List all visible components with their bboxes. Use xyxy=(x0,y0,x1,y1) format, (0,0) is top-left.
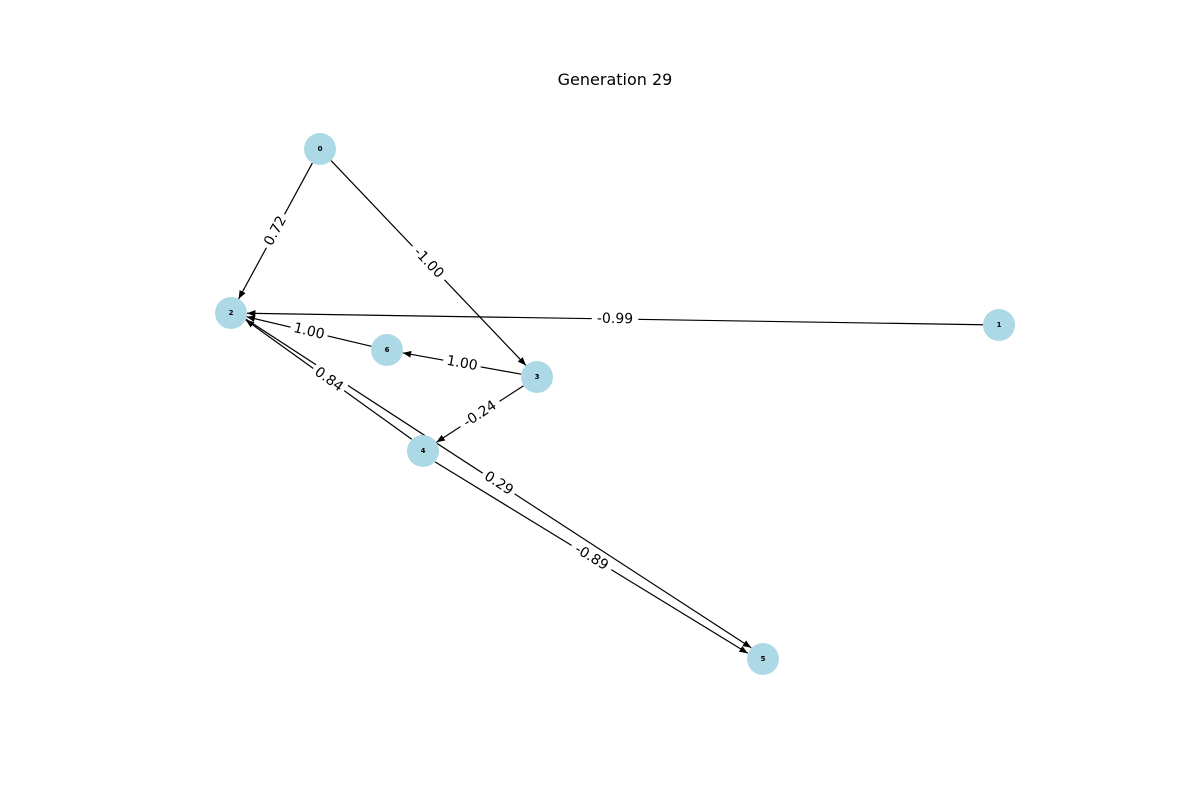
graph-title: Generation 29 xyxy=(557,70,673,89)
edge-weight-label: -0.99 xyxy=(597,311,633,328)
edge-label-group-4-2: 0.84 xyxy=(308,361,350,398)
node-circle[interactable] xyxy=(215,297,247,329)
edge-weight-label: -0.89 xyxy=(572,541,611,574)
node-label: 0 xyxy=(318,145,323,153)
edge-label-group-3-4: -0.24 xyxy=(455,393,505,435)
edge-weight-label: 1.00 xyxy=(445,353,479,374)
node-circle[interactable] xyxy=(983,309,1015,341)
node-circle[interactable] xyxy=(371,334,403,366)
edge-label-group-2-5: 0.29 xyxy=(477,465,520,502)
node-1[interactable]: 1 xyxy=(983,309,1015,341)
node-label: 6 xyxy=(385,346,390,354)
node-0[interactable]: 0 xyxy=(304,133,336,165)
node-label: 5 xyxy=(761,655,766,663)
edge-label-background xyxy=(591,309,639,329)
edge-weight-label: 1.00 xyxy=(292,320,326,343)
node-circle[interactable] xyxy=(407,435,439,467)
node-circle[interactable] xyxy=(521,361,553,393)
edge-label-background xyxy=(288,318,330,345)
node-label: 3 xyxy=(535,373,540,381)
node-circle[interactable] xyxy=(304,133,336,165)
edge-label-background xyxy=(308,361,350,398)
edge-label-group-1-2: -0.99 xyxy=(591,309,639,329)
node-3[interactable]: 3 xyxy=(521,361,553,393)
edge-label-background xyxy=(258,210,293,252)
node-label: 2 xyxy=(229,309,234,317)
edge-label-background xyxy=(477,465,520,502)
node-label: 1 xyxy=(997,321,1002,329)
node-2[interactable]: 2 xyxy=(215,297,247,329)
edge-label-group-3-6: 1.00 xyxy=(441,351,483,376)
edge-label-group-0-3: -1.00 xyxy=(405,239,452,287)
edge-label-group-6-2: 1.00 xyxy=(288,318,330,345)
node-5[interactable]: 5 xyxy=(747,643,779,675)
edge-label-background xyxy=(566,537,616,578)
node-circle[interactable] xyxy=(747,643,779,675)
edge-label-group-0-2: 0.72 xyxy=(258,210,293,252)
node-4[interactable]: 4 xyxy=(407,435,439,467)
edge-weight-label: -0.24 xyxy=(460,397,499,430)
node-6[interactable]: 6 xyxy=(371,334,403,366)
edge-label-background xyxy=(455,393,505,435)
node-label: 4 xyxy=(421,447,426,455)
edge-label-background xyxy=(405,239,452,287)
edge-label-background xyxy=(441,351,483,376)
